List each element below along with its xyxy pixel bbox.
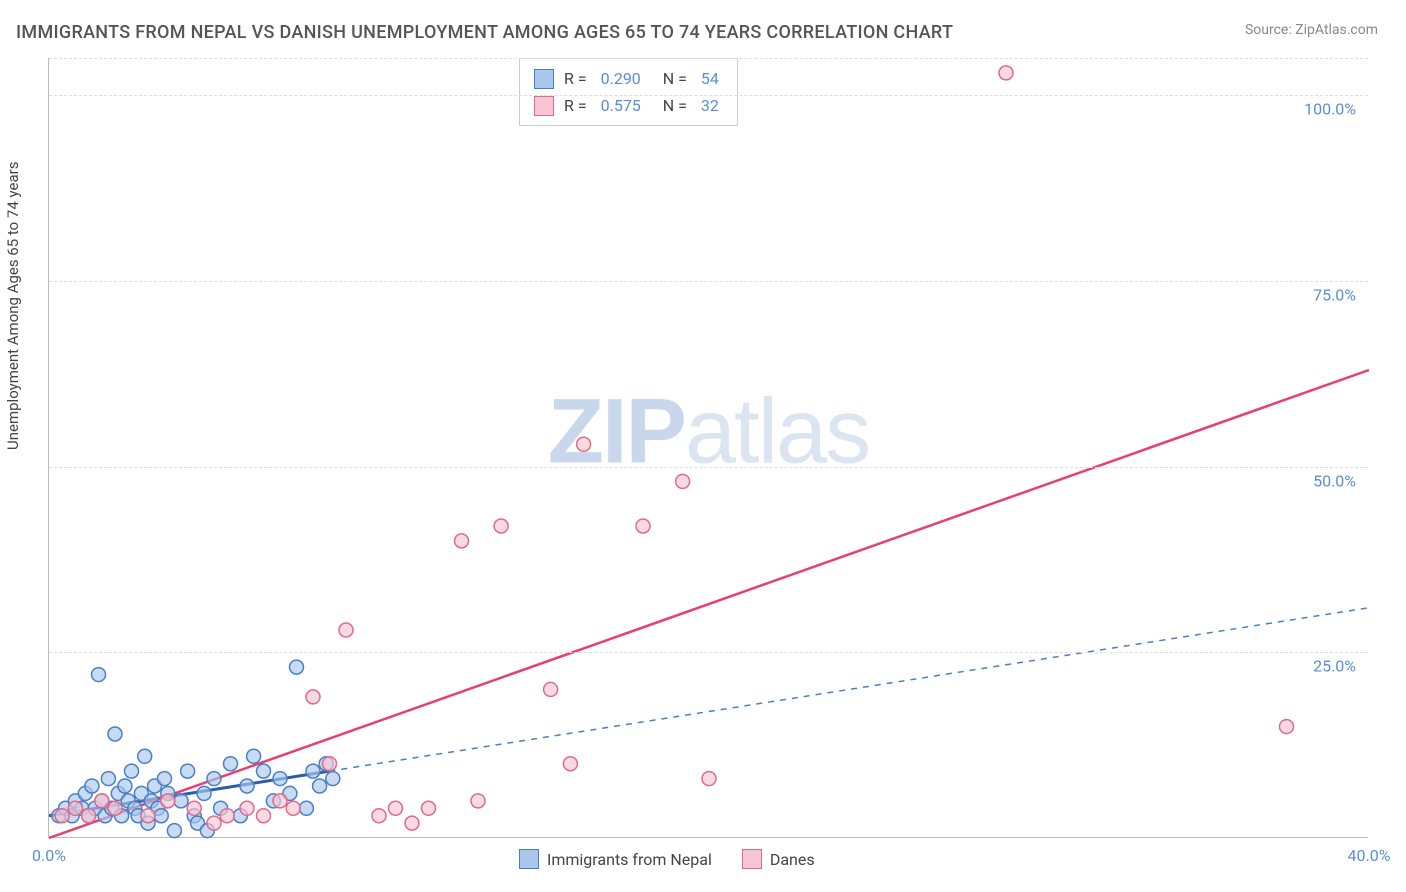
- grid-line: [49, 652, 1368, 653]
- data-point: [326, 772, 340, 786]
- y-tick-label: 50.0%: [1282, 471, 1362, 490]
- data-point: [247, 749, 261, 763]
- data-point: [563, 757, 577, 771]
- trendline-extension: [330, 608, 1370, 771]
- data-point: [676, 474, 690, 488]
- source-link[interactable]: ZipAtlas.com: [1295, 22, 1378, 38]
- grid-line: [49, 95, 1368, 96]
- legend-n-label: N =: [655, 92, 687, 119]
- chart-container: IMMIGRANTS FROM NEPAL VS DANISH UNEMPLOY…: [0, 0, 1406, 892]
- data-point: [299, 801, 313, 815]
- data-point: [224, 757, 238, 771]
- data-point: [108, 727, 122, 741]
- legend-r-label: R =: [564, 65, 587, 92]
- data-point: [82, 809, 96, 823]
- y-tick-label: 25.0%: [1282, 657, 1362, 676]
- data-point: [92, 668, 106, 682]
- data-point: [174, 794, 188, 808]
- data-point: [161, 794, 175, 808]
- data-point: [273, 772, 287, 786]
- data-point: [85, 779, 99, 793]
- legend-n-label: N =: [655, 65, 687, 92]
- x-tick-label: 40.0%: [1348, 846, 1391, 865]
- data-point: [339, 623, 353, 637]
- source-label: Source:: [1245, 22, 1295, 38]
- legend-n-danes: 32: [701, 92, 719, 119]
- data-point: [187, 801, 201, 815]
- data-point: [286, 801, 300, 815]
- data-point: [389, 801, 403, 815]
- trendline: [49, 370, 1369, 838]
- data-point: [207, 772, 221, 786]
- x-tick-label: 0.0%: [32, 846, 66, 865]
- legend-label-nepal: Immigrants from Nepal: [547, 850, 712, 869]
- data-point: [494, 519, 508, 533]
- data-point: [154, 809, 168, 823]
- data-point: [999, 66, 1013, 80]
- data-point: [313, 779, 327, 793]
- swatch-danes: [534, 96, 554, 116]
- chart-title: IMMIGRANTS FROM NEPAL VS DANISH UNEMPLOY…: [16, 22, 953, 43]
- legend-item-nepal: Immigrants from Nepal: [519, 849, 712, 869]
- data-point: [240, 779, 254, 793]
- data-point: [577, 437, 591, 451]
- data-point: [257, 809, 271, 823]
- legend-row-nepal: R = 0.290 N = 54: [534, 65, 723, 92]
- legend-item-danes: Danes: [742, 849, 815, 869]
- swatch-nepal: [534, 69, 554, 89]
- data-point: [422, 801, 436, 815]
- data-point: [544, 682, 558, 696]
- data-point: [702, 772, 716, 786]
- data-point: [167, 824, 181, 838]
- data-point: [1280, 720, 1294, 734]
- legend-row-danes: R = 0.575 N = 32: [534, 92, 723, 119]
- legend-r-nepal: 0.290: [601, 65, 641, 92]
- data-point: [158, 772, 172, 786]
- data-point: [141, 809, 155, 823]
- y-axis-label: Unemployment Among Ages 65 to 74 years: [4, 162, 22, 450]
- data-point: [55, 809, 69, 823]
- grid-line: [49, 467, 1368, 468]
- legend-r-label: R =: [564, 92, 587, 119]
- data-point: [290, 660, 304, 674]
- data-point: [68, 801, 82, 815]
- data-point: [207, 816, 221, 830]
- data-point: [306, 764, 320, 778]
- legend-bottom: Immigrants from Nepal Danes: [519, 849, 815, 869]
- data-point: [306, 690, 320, 704]
- data-point: [405, 816, 419, 830]
- plot-svg: [49, 58, 1368, 837]
- data-point: [636, 519, 650, 533]
- data-point: [118, 779, 132, 793]
- data-point: [323, 757, 337, 771]
- plot-area: ZIPatlas R = 0.290 N = 54 R = 0.575 N = …: [48, 58, 1368, 838]
- legend-n-nepal: 54: [701, 65, 719, 92]
- data-point: [220, 809, 234, 823]
- legend-r-danes: 0.575: [601, 92, 641, 119]
- source-attribution: Source: ZipAtlas.com: [1245, 22, 1378, 38]
- grid-line: [49, 281, 1368, 282]
- data-point: [181, 764, 195, 778]
- data-point: [197, 786, 211, 800]
- data-point: [125, 764, 139, 778]
- data-point: [240, 801, 254, 815]
- y-tick-label: 75.0%: [1282, 285, 1362, 304]
- data-point: [108, 801, 122, 815]
- data-point: [138, 749, 152, 763]
- legend-stats-box: R = 0.290 N = 54 R = 0.575 N = 32: [519, 58, 738, 126]
- data-point: [471, 794, 485, 808]
- data-point: [257, 764, 271, 778]
- data-point: [372, 809, 386, 823]
- legend-label-danes: Danes: [770, 850, 815, 869]
- swatch-danes-icon: [742, 849, 762, 869]
- swatch-nepal-icon: [519, 849, 539, 869]
- data-point: [455, 534, 469, 548]
- grid-line: [49, 58, 1368, 59]
- data-point: [101, 772, 115, 786]
- data-point: [273, 794, 287, 808]
- data-point: [95, 794, 109, 808]
- y-tick-label: 100.0%: [1282, 100, 1362, 119]
